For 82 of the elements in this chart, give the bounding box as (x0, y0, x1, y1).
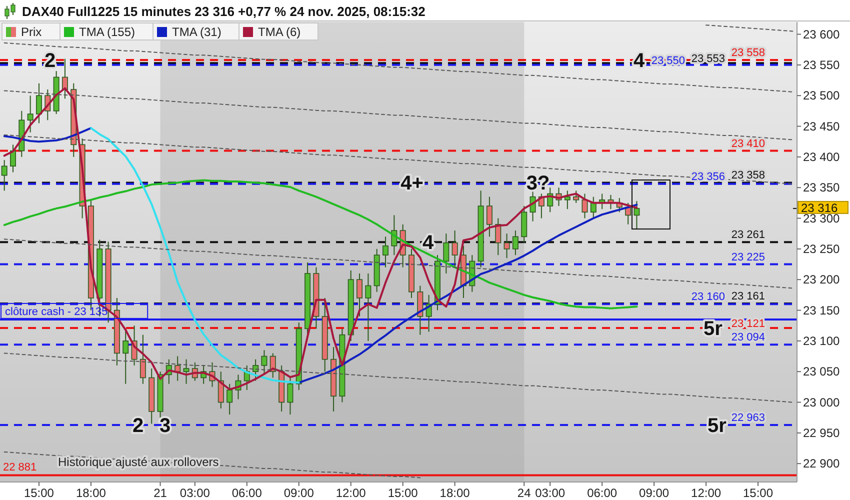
x-tick-label: 12:00 (691, 486, 722, 500)
y-tick-label: 23 500 (803, 88, 840, 103)
candlestick (634, 200, 640, 230)
candlestick (356, 272, 363, 317)
y-tick-label: 22 950 (803, 426, 840, 440)
x-tick-label: 03:00 (180, 486, 210, 500)
candlestick (226, 383, 233, 416)
y-tick-label: 23 550 (803, 58, 840, 72)
candlestick (486, 196, 492, 238)
candlestick (443, 233, 450, 274)
annotation: 4 (422, 232, 434, 254)
ref-line-label: 23 358 (731, 170, 765, 182)
y-tick-label: 23 200 (803, 272, 840, 287)
y-tick-label: 23 350 (803, 180, 840, 195)
candlestick (140, 334, 146, 384)
candlestick (512, 230, 518, 256)
line-series (4, 90, 794, 140)
ref-line-label: 23 410 (731, 138, 765, 150)
candlestick (10, 144, 16, 173)
ref-line-label: 23 161 (731, 290, 765, 303)
ref-line-label: 23 094 (731, 332, 765, 344)
candlestick (183, 358, 190, 384)
candlestick (452, 230, 458, 268)
ref-line-label: 22 963 (731, 412, 765, 424)
y-tick-label: 23 150 (803, 303, 840, 318)
annotation: 4+ (400, 172, 424, 195)
candlestick (504, 233, 510, 259)
ref-line-label: 23 261 (731, 229, 765, 242)
line-series (706, 24, 794, 32)
x-tick-label: 21 (154, 486, 168, 500)
x-tick-label: 15:00 (388, 486, 418, 500)
x-tick-label: 03:00 (535, 486, 566, 500)
x-tick-label: 09:00 (639, 486, 670, 500)
annotation: 4 (633, 50, 646, 72)
candlestick (564, 190, 570, 210)
x-tick-label: 18:00 (440, 486, 470, 500)
y-tick-label: 23 450 (803, 119, 840, 134)
candlestick (1, 160, 8, 192)
ref-line-label: 23 121 (731, 318, 765, 330)
y-tick-label: 22 900 (803, 456, 840, 471)
candlestick (287, 377, 294, 416)
line-series (4, 42, 794, 92)
legend-label: TMA (31) (172, 25, 222, 39)
candlestick (582, 193, 588, 219)
legend-label: TMA (155) (79, 25, 136, 39)
x-tick-label: 15:00 (24, 486, 54, 500)
candlestick (573, 190, 580, 204)
annotation: 2 (44, 50, 56, 72)
ref-line-label: 23 553 (691, 53, 725, 66)
candlestick (261, 350, 268, 376)
x-tick-label: 24 (517, 486, 532, 500)
candlestick (174, 356, 181, 382)
x-tick-label: 06:00 (232, 486, 262, 500)
line-series (4, 352, 794, 403)
ref-line-label: 23 550 (651, 54, 685, 67)
x-tick-label: 09:00 (284, 486, 314, 500)
y-tick-label: 23 000 (803, 395, 840, 410)
annotation: 5r (708, 414, 727, 437)
candlestick (382, 236, 389, 268)
ref-line-label: 22 881 (3, 461, 37, 474)
y-tick-label: 23 050 (803, 364, 840, 379)
x-tick-label: 12:00 (336, 486, 366, 500)
y-tick-label: 23 600 (803, 27, 840, 42)
ref-line-label: 23 160 (691, 291, 725, 304)
candlestick (27, 95, 34, 133)
legend-label: Prix (21, 25, 42, 39)
candlestick (252, 358, 259, 382)
y-tick-label: 23 100 (803, 334, 840, 348)
candlestick (36, 82, 42, 124)
annotation: 3? (526, 172, 550, 195)
ref-line-label: 23 225 (731, 251, 765, 264)
x-tick-label: 18:00 (76, 486, 106, 500)
ref-line-label: 23 558 (731, 47, 765, 60)
annotation: 3 (159, 414, 171, 437)
y-tick-label: 23 250 (803, 242, 840, 256)
chart-title: DAX40 Full1225 15 minutes 23 316 +0,77 % 24 nov. 2025, 08:15:32 (22, 4, 426, 19)
legend-label: TMA (6) (258, 25, 301, 39)
x-tick-label: 15:00 (743, 486, 774, 500)
x-tick-label: 06:00 (587, 486, 618, 500)
annotation: 2 (132, 414, 144, 437)
candlestick (365, 272, 372, 342)
y-tick-label: 23 400 (803, 150, 840, 164)
